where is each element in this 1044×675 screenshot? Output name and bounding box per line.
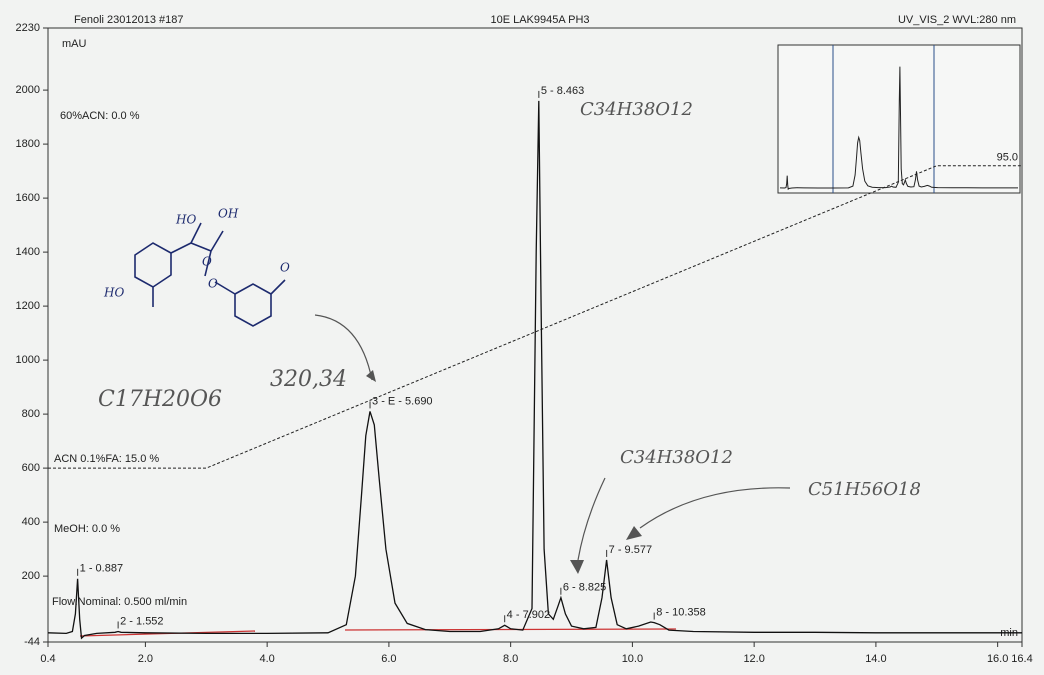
x-tick-label: 6.0	[381, 653, 396, 665]
x-tick-label: 8.0	[503, 653, 518, 665]
chromatogram: Fenoli 23012013 #187 10E LAK9945A PH3 UV…	[0, 0, 1044, 675]
structure-label: O	[280, 261, 290, 275]
x-tick-label: 0.4	[40, 653, 55, 665]
peak-label: 4 - 7.902	[507, 609, 550, 621]
x-tick-label: 12.0	[743, 653, 764, 665]
x-tick-label: 2.0	[138, 653, 153, 665]
sample-name: Fenoli 23012013 #187	[74, 14, 183, 26]
x-tick-label: 16.0	[987, 653, 1008, 665]
handwritten-mass: 320,34	[270, 367, 347, 392]
handwritten-formula: C34H38O12	[580, 99, 693, 120]
x-tick-label: 10.0	[622, 653, 643, 665]
gradient-end-label: 95.0	[997, 152, 1018, 164]
structure-label: HO	[175, 213, 196, 227]
peak-label: 7 - 9.577	[609, 544, 652, 556]
handwritten-formula: C34H38O12	[620, 447, 733, 468]
y-tick-label: 2230	[16, 22, 40, 34]
handwritten-formula: C51H56O18	[808, 479, 921, 500]
method-label: Flow.Nominal: 0.500 ml/min	[52, 596, 187, 608]
y-tick-label: 1800	[16, 138, 40, 150]
y-tick-label: 200	[22, 570, 40, 582]
structure-label: O	[208, 277, 218, 291]
peak-label: 3 - E - 5.690	[372, 395, 433, 407]
peak-label: 1 - 0.887	[80, 563, 123, 575]
x-tick-label: 14.0	[865, 653, 886, 665]
structure-label: OH	[218, 207, 239, 221]
peak-label: 6 - 8.825	[563, 582, 606, 594]
structure-label: O	[202, 255, 212, 269]
peak-label: 5 - 8.463	[541, 85, 584, 97]
y-tick-label: 1200	[16, 300, 40, 312]
y-unit: mAU	[62, 38, 87, 50]
peak-label: 8 - 10.358	[656, 606, 706, 618]
y-tick-label: 1400	[16, 246, 40, 258]
channel-name: UV_VIS_2 WVL:280 nm	[898, 14, 1016, 26]
method-label: MeOH: 0.0 %	[54, 523, 120, 535]
structure-label: HO	[103, 286, 124, 300]
program-name: 10E LAK9945A PH3	[490, 14, 589, 26]
method-label: 60%ACN: 0.0 %	[60, 110, 140, 122]
handwritten-formula: C17H20O6	[98, 387, 222, 412]
y-tick-label: 1000	[16, 354, 40, 366]
x-tick-label: 16.4	[1011, 653, 1032, 665]
y-tick-label: 400	[22, 516, 40, 528]
y-tick-label: 600	[22, 462, 40, 474]
method-label: ACN 0.1%FA: 15.0 %	[54, 453, 159, 465]
y-tick-label: 2000	[16, 84, 40, 96]
y-tick-label: 800	[22, 408, 40, 420]
y-tick-label: 1600	[16, 192, 40, 204]
peak-label: 2 - 1.552	[120, 615, 163, 627]
x-tick-label: 4.0	[260, 653, 275, 665]
y-tick-label: -44	[24, 636, 40, 648]
